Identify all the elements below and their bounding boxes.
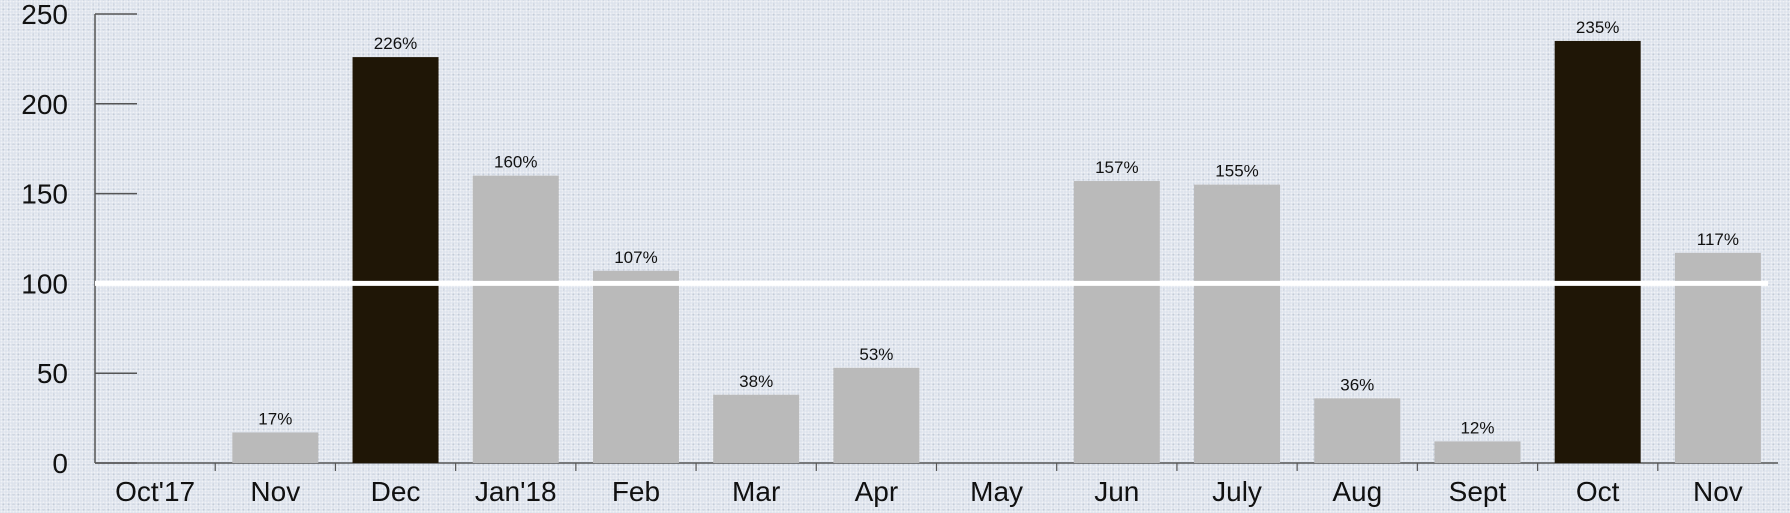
- bar-4: [592, 270, 679, 463]
- data-label-6: 53%: [859, 345, 893, 364]
- x-tick-label-4: Feb: [612, 476, 660, 507]
- x-tick-label-7: May: [970, 476, 1023, 507]
- data-label-10: 36%: [1340, 375, 1374, 394]
- bar-5: [713, 394, 800, 463]
- bar-8: [1073, 181, 1160, 463]
- x-tick-label-2: Dec: [371, 476, 421, 507]
- data-label-13: 117%: [1697, 230, 1739, 249]
- x-tick-label-11: Sept: [1449, 476, 1507, 507]
- x-tick-label-3: Jan'18: [475, 476, 557, 507]
- x-tick-label-9: July: [1212, 476, 1262, 507]
- data-label-12: 235%: [1576, 18, 1619, 37]
- data-label-4: 107%: [614, 248, 657, 267]
- y-tick-label: 100: [21, 268, 68, 299]
- y-tick-label: 250: [21, 0, 68, 30]
- data-label-5: 38%: [739, 372, 773, 391]
- bar-2: [352, 57, 439, 463]
- bar-13: [1674, 252, 1761, 463]
- bar-10: [1314, 398, 1401, 463]
- x-tick-label-0: Oct'17: [115, 476, 195, 507]
- data-label-2: 226%: [374, 34, 417, 53]
- data-label-11: 12%: [1460, 418, 1494, 437]
- y-tick-label: 0: [52, 448, 68, 479]
- data-label-3: 160%: [494, 153, 537, 172]
- bar-12: [1554, 40, 1641, 463]
- data-label-8: 157%: [1095, 158, 1138, 177]
- y-tick-label: 50: [37, 358, 68, 389]
- x-tick-label-10: Aug: [1332, 476, 1382, 507]
- y-tick-label: 200: [21, 89, 68, 120]
- x-tick-label-13: Nov: [1693, 476, 1743, 507]
- bar-9: [1194, 184, 1281, 463]
- bar-6: [833, 367, 920, 463]
- data-label-9: 155%: [1215, 162, 1258, 181]
- x-tick-label-8: Jun: [1094, 476, 1139, 507]
- bar-11: [1434, 441, 1521, 463]
- data-label-1: 17%: [258, 409, 292, 428]
- x-tick-label-6: Apr: [855, 476, 899, 507]
- y-tick-label: 150: [21, 179, 68, 210]
- bar-1: [232, 432, 319, 463]
- x-tick-label-5: Mar: [732, 476, 780, 507]
- x-tick-label-12: Oct: [1576, 476, 1620, 507]
- bar-3: [472, 175, 559, 463]
- x-tick-label-1: Nov: [250, 476, 300, 507]
